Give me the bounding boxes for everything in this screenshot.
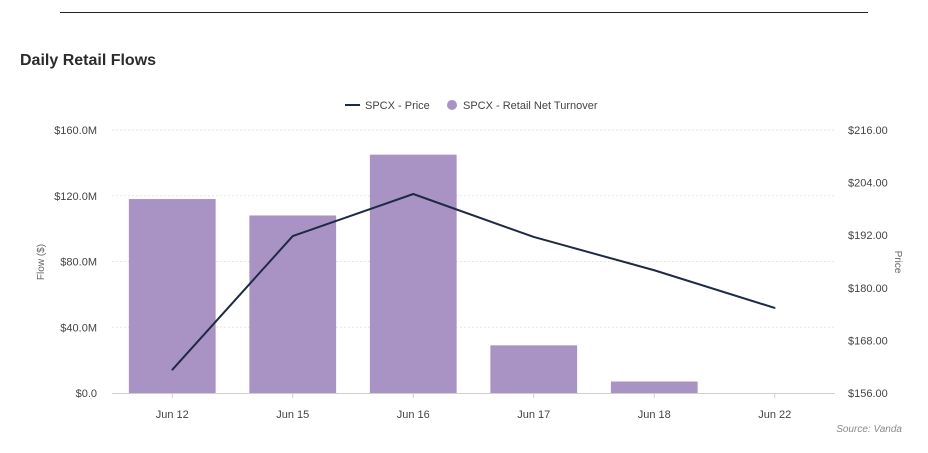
x-tick-label: Jun 17	[517, 409, 550, 421]
price-point	[532, 236, 535, 238]
price-line	[171, 192, 776, 371]
y-right-tick-label: $168.00	[848, 335, 888, 347]
bar	[249, 215, 337, 393]
legend-label-price: SPCX - Price	[365, 100, 430, 112]
x-tick-label: Jun 16	[397, 409, 430, 421]
y-left-tick-label: $40.0M	[60, 322, 97, 334]
y-left-tick-label: $120.0M	[54, 191, 97, 203]
price-point	[653, 269, 656, 272]
x-tick-label: Jun 12	[156, 409, 189, 421]
y-right-tick-label: $156.00	[848, 388, 888, 400]
bar	[490, 345, 578, 393]
bar	[128, 199, 216, 393]
x-tick-label: Jun 18	[638, 409, 671, 421]
bar	[369, 154, 457, 393]
legend-label-turnover: SPCX - Retail Net Turnover	[463, 100, 598, 112]
y-left-axis-title: Flow ($)	[36, 244, 47, 280]
y-left-tick-label: $80.0M	[60, 257, 97, 269]
source-note: Source: Vanda	[836, 424, 902, 435]
bar	[610, 381, 698, 393]
y-right-tick-label: $180.00	[848, 283, 888, 295]
y-left-tick-label: $160.0M	[54, 125, 97, 137]
price-point	[412, 193, 415, 195]
grid-lines	[112, 129, 835, 328]
y-right-tick-label: $204.00	[848, 178, 888, 190]
line-series	[171, 192, 776, 371]
x-tick-label: Jun 22	[758, 409, 791, 421]
bar-series	[128, 154, 698, 393]
legend-bar-swatch	[447, 100, 457, 110]
price-point	[773, 307, 776, 309]
y-right-tick-label: $216.00	[848, 125, 888, 137]
price-point	[171, 368, 174, 371]
axes: $0.0 $40.0M $80.0M $120.0M $160.0M $156.00 $16…	[36, 125, 903, 421]
x-tick-label: Jun 15	[276, 409, 309, 421]
chart-title: Daily Retail Flows	[20, 52, 157, 69]
y-right-tick-label: $192.00	[848, 230, 888, 242]
y-left-tick-label: $0.0	[76, 388, 97, 400]
y-right-axis-title: Price	[892, 251, 903, 274]
top-divider	[60, 12, 868, 13]
legend: SPCX - Price SPCX - Retail Net Turnover	[345, 100, 598, 112]
price-point	[291, 235, 294, 237]
